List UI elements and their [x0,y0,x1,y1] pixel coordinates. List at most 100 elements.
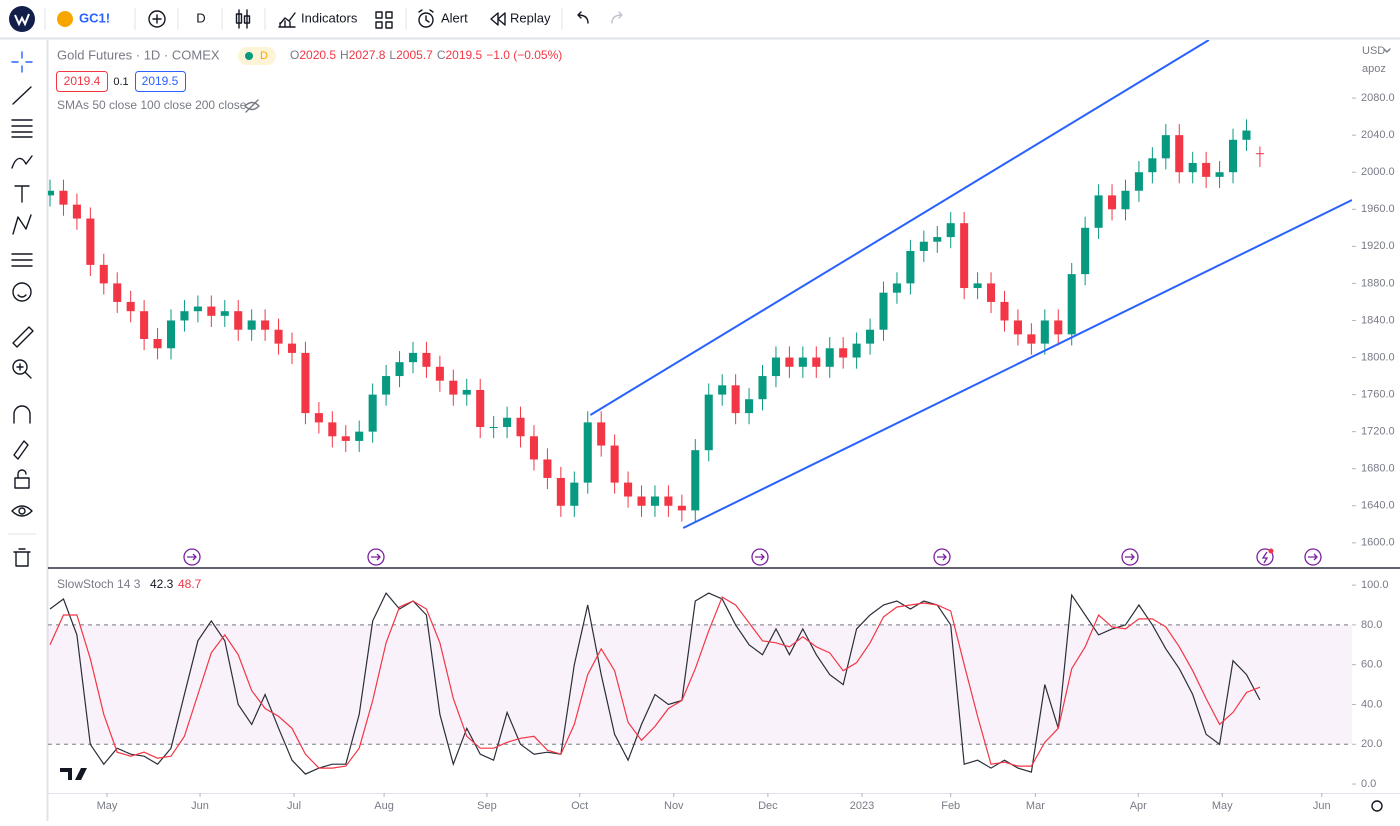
compare-button[interactable] [148,10,166,28]
trendline-tool[interactable] [12,86,32,105]
x-tick-label: Aug [374,800,394,812]
interval-button[interactable]: D [196,10,205,25]
trend-line[interactable] [589,40,1210,416]
candle-body [99,264,108,284]
candle-body [866,329,875,344]
x-tick-label: Oct [571,800,588,812]
magnet-tool[interactable] [13,405,31,424]
hidden-icon[interactable] [244,99,260,113]
candle-body [341,436,350,441]
event-arrows [187,551,1318,564]
undo-button[interactable] [577,11,589,24]
lock-tool[interactable] [14,469,30,489]
candle-body [234,311,243,330]
draw-mode-tool[interactable] [13,440,29,460]
chart-type-button[interactable] [235,9,251,29]
candle-body [1027,334,1036,344]
alert-clock [418,9,434,23]
text-tool[interactable] [14,185,30,203]
candle-body [906,250,915,284]
candle-body [48,190,55,196]
symbol-icon[interactable] [57,11,73,27]
candle-body [1228,139,1238,173]
indicator-title: SlowStoch 14 3 [57,577,141,591]
candle-body [1255,153,1264,155]
candle-body [1094,195,1103,228]
k-value: 42.3 [150,577,174,591]
y-tick-label: 2040.0 [1361,129,1395,141]
layout-button[interactable] [375,11,393,29]
y-tick-label: 1720.0 [1361,426,1395,438]
ask-price[interactable]: 2019.5 [142,74,179,88]
x-tick-label: Jul [287,800,301,812]
brush-tool[interactable] [11,155,33,169]
x-tick-label: Apr [1130,800,1147,812]
candle-body [1054,320,1063,335]
candle-body [946,223,955,238]
sell-box[interactable] [56,71,108,92]
candle-body [1175,135,1184,173]
delete-tool[interactable] [13,548,31,567]
candle-body [274,329,283,344]
indicators-icon[interactable] [278,12,296,28]
candle-body [113,283,122,302]
candle-body [368,394,377,432]
event-marker[interactable] [367,548,385,566]
event-marker[interactable] [183,548,201,566]
redo-button[interactable] [611,11,623,24]
alert-button[interactable]: Alert [441,10,468,25]
candle-body [731,385,740,414]
y-tick-label: 1800.0 [1361,351,1395,363]
trend-line[interactable] [682,199,1352,529]
replay-button[interactable]: Replay [510,10,551,25]
buy-box[interactable] [135,71,186,92]
visibility-tool[interactable] [11,505,33,517]
x-tick-label: Feb [941,800,960,812]
axes: 1600.0 1640.0 1680.0 1720.0 1760.0 1800.0 1840… [97,92,1395,812]
candle-body [355,431,364,441]
visibility-pupil [18,507,26,515]
y-tick-label: 1680.0 [1361,463,1395,475]
stoch-line [49,596,1261,769]
candle-body [408,352,418,363]
event-marker[interactable] [751,548,769,566]
candle-body [395,362,404,377]
currency[interactable]: USD [1362,45,1385,57]
settings-button[interactable] [1371,800,1383,812]
prediction-tool[interactable] [11,253,33,267]
scale-mode[interactable]: apoz [1362,63,1386,75]
candle-body [220,311,229,316]
replay-icon[interactable] [490,12,506,26]
symbol[interactable]: GC1! [79,10,110,25]
ohlc-label: L [389,48,396,62]
candle-body [180,311,189,321]
alert-icon[interactable] [418,12,434,28]
candle-body [449,380,458,395]
event-marker[interactable] [1256,548,1274,566]
ruler-tool[interactable] [12,326,34,348]
tv-logo[interactable] [60,768,87,780]
pattern-tool[interactable] [12,214,32,235]
candle-body [745,399,754,414]
spread: 0.1 [113,76,128,88]
zoom-tool[interactable] [12,359,28,375]
candle-body [1188,162,1197,173]
fib-tool[interactable] [11,119,33,138]
candle-body [987,283,996,302]
logo-mark [14,13,30,27]
icon-tool[interactable] [12,282,32,302]
event-marker[interactable] [1121,548,1139,566]
y-tick-label: 1840.0 [1361,314,1395,326]
bid-price[interactable]: 2019.4 [64,74,101,88]
candle-body [637,496,646,506]
event-marker[interactable] [933,548,951,566]
event-dot [1268,548,1274,554]
x-tick-label: Jun [191,800,209,812]
indicators-button[interactable]: Indicators [301,10,358,25]
event-marker[interactable] [1304,548,1322,566]
candle-body [1000,301,1009,321]
candle-body [718,385,727,395]
candle-body [86,218,95,265]
candle-body [1013,320,1022,335]
crosshair-tool[interactable] [11,51,33,73]
